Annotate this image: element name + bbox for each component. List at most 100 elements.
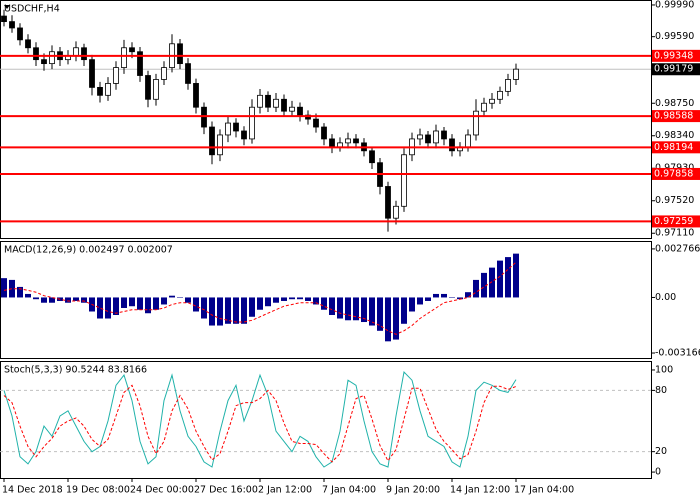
- macd-bar: [313, 297, 319, 305]
- candle-body: [113, 67, 119, 84]
- macd-bar: [193, 297, 199, 312]
- macd-bar: [201, 297, 207, 319]
- stoch-main-line: [3, 370, 517, 468]
- candle-body: [257, 94, 263, 108]
- macd-bar: [65, 297, 71, 303]
- candle-body: [17, 27, 23, 41]
- macd-bar: [369, 297, 375, 326]
- candle-body: [273, 98, 279, 108]
- candle-body: [473, 110, 479, 136]
- macd-bar: [25, 293, 31, 298]
- macd-bar: [473, 279, 479, 298]
- macd-bar: [393, 297, 399, 340]
- macd-bar: [497, 260, 503, 298]
- macd-bar: [273, 297, 279, 303]
- candle-body: [33, 47, 39, 61]
- macd-bar: [441, 293, 447, 298]
- candle-body: [41, 59, 47, 65]
- x-tick-label: 19 Dec 08:00: [66, 485, 130, 496]
- macd-bar: [489, 267, 495, 298]
- macd-signal-line: [3, 261, 517, 335]
- macd-bar: [153, 297, 159, 310]
- macd-bar: [305, 297, 311, 301]
- candle-body: [345, 138, 351, 144]
- level-label-box: [652, 215, 700, 228]
- macd-bar: [209, 297, 215, 326]
- candle-body: [81, 47, 87, 61]
- macd-bar: [249, 297, 255, 317]
- macd-bar: [265, 297, 271, 307]
- candle-body: [105, 83, 111, 96]
- macd-bar: [409, 297, 415, 312]
- x-tick-label: 14 Jan 12:00: [450, 485, 510, 496]
- macd-bar: [9, 279, 15, 298]
- macd-bar: [177, 297, 183, 298]
- macd-bar: [137, 297, 143, 310]
- panel-title: USDCHF,H4: [4, 4, 60, 15]
- candle-body: [201, 106, 207, 128]
- y-tick-label: 20: [655, 446, 667, 457]
- y-tick-label: 80: [655, 385, 667, 396]
- macd-bar: [457, 297, 463, 300]
- macd-bar: [345, 297, 351, 321]
- macd-bar: [121, 297, 127, 308]
- candle-body: [49, 51, 55, 65]
- candle-body: [121, 47, 127, 68]
- panel-title: MACD(12,26,9) 0.002497 0.002007: [4, 245, 173, 256]
- candle-body: [129, 47, 135, 53]
- macd-bar: [129, 297, 135, 307]
- level-label: 0.97858: [654, 168, 693, 179]
- candle-body: [225, 122, 231, 136]
- y-tick-label: 0.002766: [655, 243, 700, 254]
- panel-title: Stoch(5,3,3) 90.5244 83.8166: [4, 365, 147, 376]
- y-tick-label: 0.97110: [655, 228, 694, 239]
- x-tick-label: 17 Jan 04:00: [514, 485, 574, 496]
- candle-body: [433, 130, 439, 144]
- macd-bar: [385, 297, 391, 342]
- x-tick-label: 7 Jan 04:00: [322, 485, 376, 496]
- macd-bar: [505, 257, 511, 298]
- macd-bar: [105, 297, 111, 319]
- symbol-marker: [4, 5, 10, 9]
- x-tick-label: 2 Jan 12:00: [258, 485, 312, 496]
- macd-bar: [449, 297, 455, 298]
- candle-body: [481, 102, 487, 112]
- macd-bar: [465, 292, 471, 298]
- macd-bar: [233, 297, 239, 324]
- macd-bar: [49, 297, 55, 303]
- candle-body: [209, 126, 215, 156]
- macd-bar: [377, 297, 383, 331]
- stoch-panel-frame: [0, 361, 652, 479]
- candle-body: [313, 118, 319, 128]
- macd-bar: [297, 297, 303, 300]
- candle-body: [497, 90, 503, 100]
- macd-bar: [281, 297, 287, 301]
- candle-body: [401, 154, 407, 207]
- level-label: 0.97259: [654, 216, 693, 227]
- candle-body: [353, 138, 359, 144]
- macd-bar: [481, 272, 487, 298]
- macd-bar: [433, 293, 439, 298]
- candle-body: [489, 98, 495, 104]
- level-label: 0.98588: [654, 111, 693, 122]
- macd-bar: [97, 297, 103, 319]
- candle-body: [217, 134, 223, 156]
- macd-bar: [1, 278, 7, 298]
- macd-bar: [361, 297, 367, 323]
- candle-body: [145, 75, 151, 100]
- candle-body: [513, 68, 519, 80]
- candle-body: [233, 122, 239, 132]
- candle-body: [337, 142, 343, 148]
- x-tick-label: 24 Dec 00:00: [130, 485, 194, 496]
- candle-body: [281, 98, 287, 112]
- candle-body: [369, 150, 375, 164]
- candle-body: [449, 138, 455, 152]
- macd-bar: [425, 297, 431, 301]
- macd-bar: [321, 297, 327, 310]
- candle-body: [441, 130, 447, 140]
- x-tick-label: 14 Dec 2018: [2, 485, 63, 496]
- y-tick-label: 0.97520: [655, 195, 694, 206]
- candle-body: [465, 134, 471, 148]
- candle-body: [97, 86, 103, 96]
